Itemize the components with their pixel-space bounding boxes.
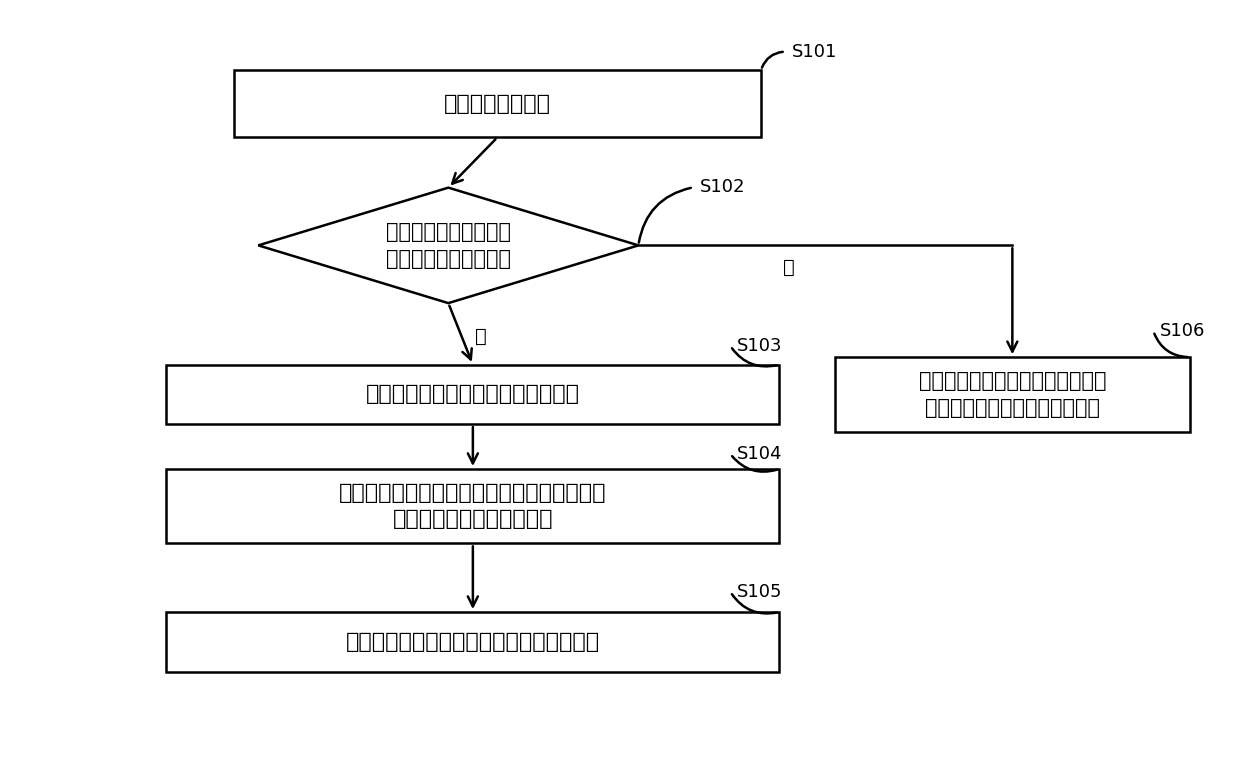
- Text: 发送所述用户出行请求到第三方平台: 发送所述用户出行请求到第三方平台: [366, 384, 580, 405]
- Polygon shape: [258, 187, 639, 303]
- Text: S104: S104: [737, 445, 782, 463]
- Text: 向所述第三方平台支付所述待支付电子订单: 向所述第三方平台支付所述待支付电子订单: [346, 631, 600, 652]
- Text: S101: S101: [791, 43, 837, 61]
- FancyBboxPatch shape: [166, 364, 780, 424]
- FancyBboxPatch shape: [835, 357, 1190, 432]
- Text: 接收所述第三方平台响应所述用户出行请求生
成并发送的待支付电子订单: 接收所述第三方平台响应所述用户出行请求生 成并发送的待支付电子订单: [339, 483, 606, 529]
- FancyBboxPatch shape: [234, 71, 761, 137]
- Text: S103: S103: [737, 337, 782, 355]
- Text: 否: 否: [782, 258, 795, 277]
- Text: S106: S106: [1159, 322, 1205, 340]
- Text: S105: S105: [737, 583, 782, 601]
- Text: 是: 是: [475, 327, 487, 346]
- FancyBboxPatch shape: [166, 469, 780, 543]
- FancyBboxPatch shape: [166, 612, 780, 672]
- Text: 向所述用户出行请求对应的用户提
示满足所述预设出行条件的规则: 向所述用户出行请求对应的用户提 示满足所述预设出行条件的规则: [919, 371, 1106, 417]
- Text: 接收用户出行请求: 接收用户出行请求: [444, 94, 551, 114]
- Text: 判断所述用户出行请求
是否满足预设出行条件: 判断所述用户出行请求 是否满足预设出行条件: [386, 222, 511, 269]
- Text: S102: S102: [699, 178, 745, 197]
